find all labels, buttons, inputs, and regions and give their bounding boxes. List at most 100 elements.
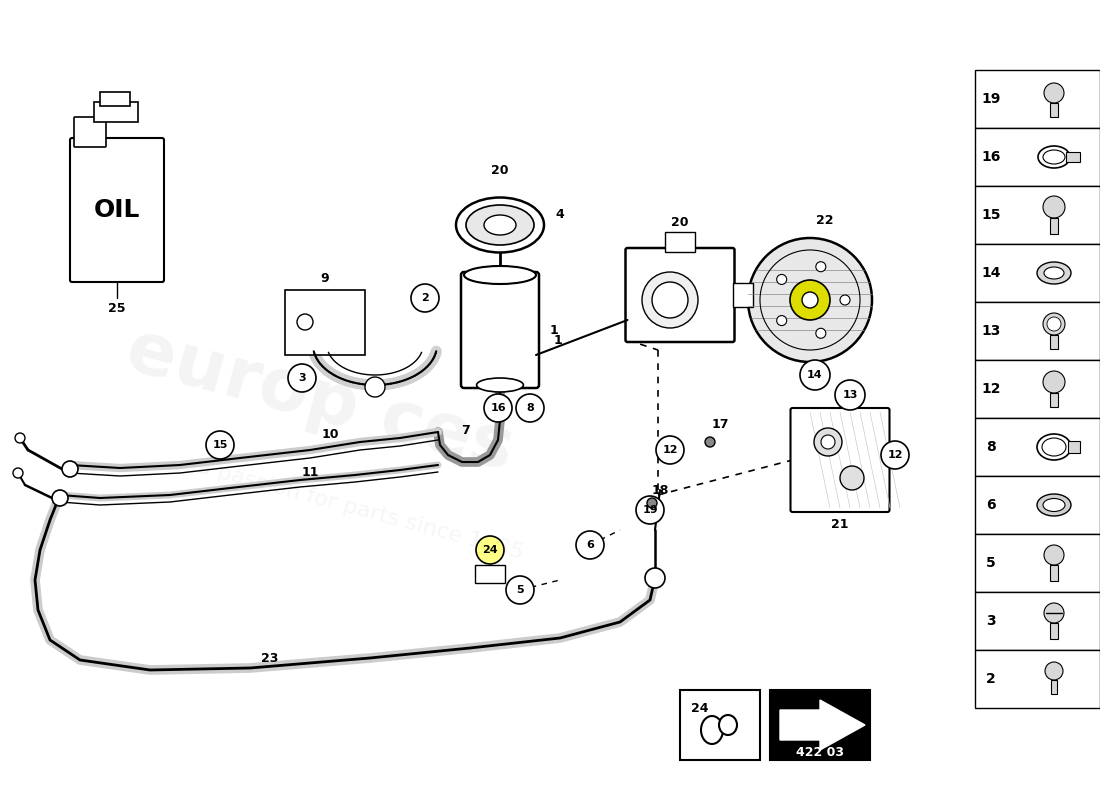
Circle shape <box>1043 313 1065 335</box>
Circle shape <box>15 433 25 443</box>
Bar <box>1050 103 1058 117</box>
Text: 8: 8 <box>526 403 534 413</box>
Bar <box>666 232 695 252</box>
Text: 2: 2 <box>421 293 429 303</box>
Text: 422 03: 422 03 <box>796 746 844 758</box>
Ellipse shape <box>466 205 534 245</box>
Circle shape <box>13 468 23 478</box>
Text: 7: 7 <box>461 423 470 437</box>
FancyBboxPatch shape <box>791 408 890 512</box>
Circle shape <box>645 568 665 588</box>
Circle shape <box>206 431 234 459</box>
Circle shape <box>506 576 534 604</box>
Ellipse shape <box>456 198 544 253</box>
Text: 22: 22 <box>816 214 834 226</box>
Text: 1: 1 <box>550 323 559 337</box>
Bar <box>975 418 1100 476</box>
Text: 3: 3 <box>298 373 306 383</box>
Bar <box>475 565 505 583</box>
Circle shape <box>790 280 830 320</box>
Text: europ ces: europ ces <box>119 315 521 485</box>
Bar <box>1050 623 1058 639</box>
Bar <box>975 128 1100 186</box>
Bar <box>1050 565 1058 581</box>
Circle shape <box>816 262 826 272</box>
Circle shape <box>800 360 830 390</box>
Text: 17: 17 <box>712 418 728 431</box>
Ellipse shape <box>484 215 516 235</box>
Text: 1: 1 <box>553 334 562 346</box>
Circle shape <box>705 437 715 447</box>
Ellipse shape <box>1037 434 1071 460</box>
Circle shape <box>1044 545 1064 565</box>
Ellipse shape <box>1047 317 1062 331</box>
Text: OIL: OIL <box>94 198 140 222</box>
Bar <box>975 302 1100 360</box>
Circle shape <box>835 380 865 410</box>
Circle shape <box>816 328 826 338</box>
Ellipse shape <box>1042 438 1066 456</box>
Ellipse shape <box>1037 494 1071 516</box>
Text: 10: 10 <box>321 429 339 442</box>
Circle shape <box>1043 371 1065 393</box>
FancyBboxPatch shape <box>70 138 164 282</box>
Polygon shape <box>780 700 865 750</box>
Bar <box>1068 441 1080 453</box>
Bar <box>975 476 1100 534</box>
Circle shape <box>288 364 316 392</box>
Circle shape <box>647 498 657 508</box>
Text: 2: 2 <box>986 672 996 686</box>
Circle shape <box>62 461 78 477</box>
Circle shape <box>802 292 818 308</box>
Bar <box>975 650 1100 708</box>
Ellipse shape <box>719 715 737 735</box>
Text: 23: 23 <box>262 651 278 665</box>
Text: 13: 13 <box>981 324 1001 338</box>
Circle shape <box>656 436 684 464</box>
Circle shape <box>840 295 850 305</box>
Text: 12: 12 <box>981 382 1001 396</box>
Text: 6: 6 <box>586 540 594 550</box>
Bar <box>285 290 365 355</box>
Text: 12: 12 <box>662 445 678 455</box>
FancyBboxPatch shape <box>461 272 539 388</box>
Circle shape <box>476 536 504 564</box>
Ellipse shape <box>1043 498 1065 511</box>
Circle shape <box>297 314 313 330</box>
Text: 20: 20 <box>671 215 689 229</box>
FancyBboxPatch shape <box>74 117 106 147</box>
Circle shape <box>516 394 544 422</box>
Text: 13: 13 <box>843 390 858 400</box>
Ellipse shape <box>476 378 524 392</box>
Text: 18: 18 <box>651 483 669 497</box>
Circle shape <box>777 274 786 285</box>
Text: 14: 14 <box>981 266 1001 280</box>
Circle shape <box>814 428 842 456</box>
Circle shape <box>1045 662 1063 680</box>
Text: 20: 20 <box>492 163 508 177</box>
Text: 24: 24 <box>482 545 498 555</box>
Bar <box>733 283 752 307</box>
Text: 25: 25 <box>108 302 125 314</box>
Text: 3: 3 <box>987 614 996 628</box>
Bar <box>94 102 138 122</box>
Ellipse shape <box>701 716 723 744</box>
Bar <box>975 534 1100 592</box>
Text: 6: 6 <box>987 498 996 512</box>
Bar <box>680 690 760 760</box>
Text: 9: 9 <box>321 271 329 285</box>
Circle shape <box>777 315 786 326</box>
Bar <box>975 186 1100 244</box>
Text: 5: 5 <box>516 585 524 595</box>
Text: 19: 19 <box>642 505 658 515</box>
Text: a passion for parts since 1985: a passion for parts since 1985 <box>195 457 526 563</box>
Text: 8: 8 <box>986 440 996 454</box>
Ellipse shape <box>1044 267 1064 279</box>
Ellipse shape <box>1043 150 1065 164</box>
Text: 12: 12 <box>888 450 903 460</box>
Text: 14: 14 <box>807 370 823 380</box>
Text: 5: 5 <box>986 556 996 570</box>
Bar <box>975 592 1100 650</box>
Bar <box>1050 393 1058 407</box>
Circle shape <box>1044 83 1064 103</box>
